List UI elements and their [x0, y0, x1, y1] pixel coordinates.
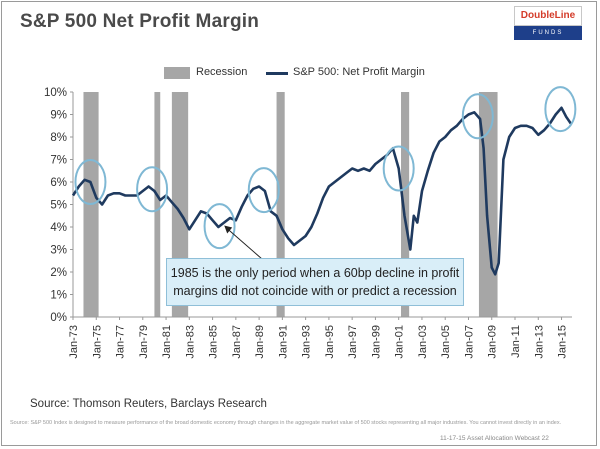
highlight-circle — [74, 159, 107, 205]
x-tick-label: Jan-93 — [301, 325, 313, 359]
x-tick-label: Jan-11 — [510, 325, 522, 358]
annotation-arrow-line — [227, 229, 263, 260]
series-lines — [71, 106, 572, 276]
company-logo: DoubleLine FUNDS — [514, 6, 582, 40]
annotation-line-1: 1985 is the only period when a 60bp decl… — [170, 266, 460, 280]
highlight-circles — [74, 86, 577, 250]
chart-title: S&P 500 Net Profit Margin — [20, 11, 260, 32]
legend-recession-label: Recession — [196, 66, 248, 78]
source-note: Source: Thomson Reuters, Barclays Resear… — [30, 398, 267, 410]
y-tick-label: 3% — [50, 245, 67, 257]
y-tick-label: 5% — [50, 200, 67, 212]
highlight-circle — [382, 145, 415, 192]
annotation-arrow-head — [224, 225, 233, 234]
disclaimer-text: Source: S&P 500 Index is designed to mea… — [10, 420, 562, 426]
x-tick-label: Jan-89 — [254, 325, 266, 359]
y-tick-label: 1% — [50, 290, 67, 302]
y-tick-label: 2% — [50, 267, 67, 279]
footer-date-line: 11-17-15 Asset Allocation Webcast 22 — [440, 435, 549, 442]
x-tick-label: Jan-79 — [138, 325, 150, 359]
highlight-circle — [203, 203, 236, 250]
x-tick-label: Jan-13 — [533, 325, 545, 359]
x-tick-label: Jan-95 — [324, 325, 336, 359]
x-tick-label: Jan-03 — [417, 325, 429, 359]
x-tick-label: Jan-87 — [231, 325, 243, 359]
x-tick-label: Jan-73 — [68, 325, 80, 359]
series-swatch — [266, 72, 288, 75]
x-tick-label: Jan-81 — [161, 325, 173, 359]
recession-swatch — [164, 67, 190, 79]
y-tick-label: 9% — [50, 110, 67, 122]
x-tick-label: Jan-83 — [184, 325, 196, 359]
recession-bar — [154, 92, 161, 317]
x-tick-label: Jan-85 — [208, 325, 220, 359]
x-tick-label: Jan-97 — [347, 325, 359, 359]
highlight-circle — [136, 166, 169, 213]
y-tick-label: 4% — [50, 222, 67, 234]
highlight-circle — [461, 93, 494, 140]
y-tick-label: 6% — [50, 177, 67, 189]
x-tick-label: Jan-91 — [277, 325, 289, 359]
recession-bar — [401, 92, 410, 317]
x-tick-label: Jan-09 — [487, 325, 499, 359]
recession-bar — [276, 92, 285, 317]
x-tick-label: Jan-75 — [91, 325, 103, 359]
logo-wordmark: DoubleLine — [514, 6, 582, 26]
x-tick-label: Jan-77 — [115, 325, 127, 359]
x-tick-label: Jan-05 — [440, 325, 452, 359]
series-line-net-profit-margin — [71, 106, 572, 276]
logo-funds-label: FUNDS — [514, 26, 582, 40]
y-tick-label: 10% — [44, 87, 67, 99]
annotation-callout: 1985 is the only period when a 60bp decl… — [166, 258, 464, 306]
y-tick-label: 0% — [50, 312, 67, 324]
annotation-arrow — [224, 225, 263, 260]
annotation-line-2: margins did not coincide with or predict… — [173, 284, 457, 298]
y-tick-label: 8% — [50, 132, 67, 144]
x-tick-label: Jan-99 — [370, 325, 382, 359]
legend-series-label: S&P 500: Net Profit Margin — [293, 66, 425, 78]
highlight-circle — [544, 86, 577, 133]
x-tick-label: Jan-07 — [463, 325, 475, 359]
x-tick-label: Jan-01 — [394, 325, 406, 359]
x-tick-label: Jan-15 — [557, 325, 569, 359]
highlight-circle — [247, 167, 280, 214]
axes: 0% 1% 2% 3% 4% 5% 6% 7% 8% 9% 10% Jan-73 Jan-75 Jan-7… — [44, 87, 572, 359]
y-tick-label: 7% — [50, 155, 67, 167]
